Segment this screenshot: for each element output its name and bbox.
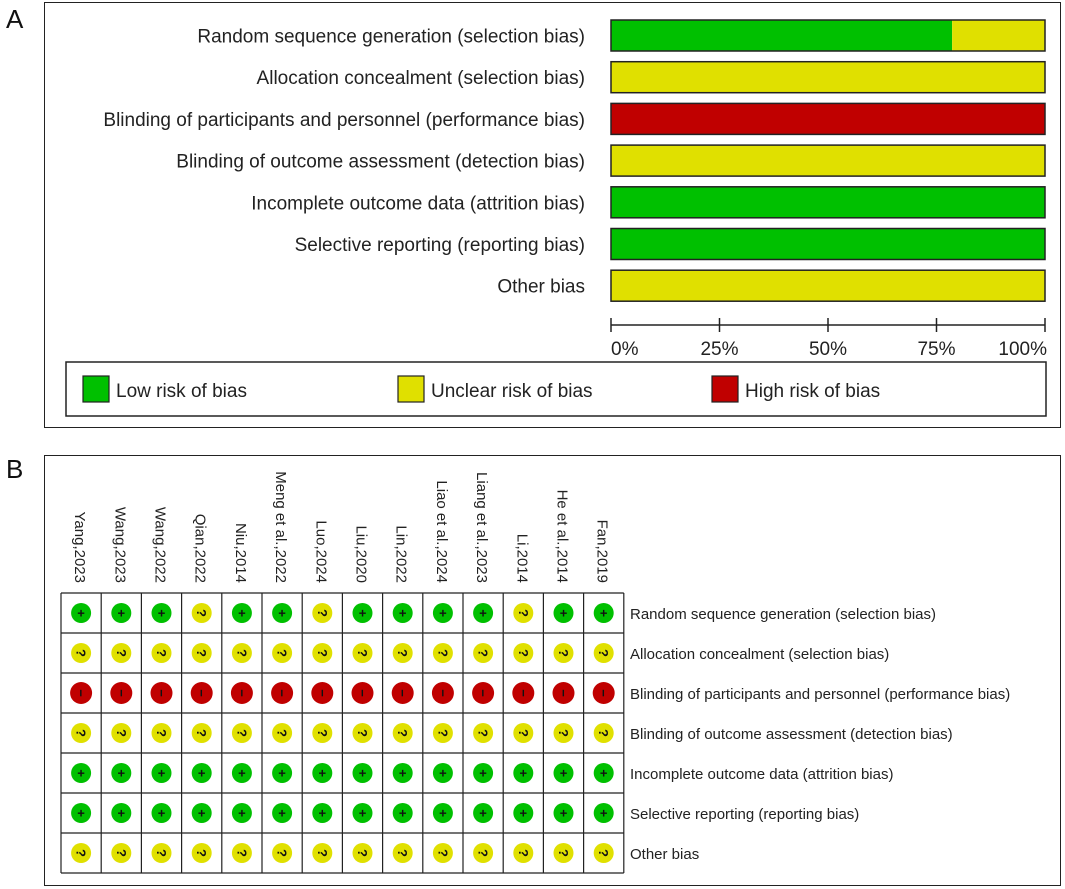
legend-swatch-high xyxy=(711,375,739,403)
risk-of-bias-summary-panel xyxy=(44,2,1061,428)
bar-segment-low xyxy=(611,186,1045,218)
legend-label-low: Low risk of bias xyxy=(116,381,247,402)
legend-label-high: High risk of bias xyxy=(745,381,880,402)
bar-segment-low xyxy=(611,20,953,51)
bar-category-label: Selective reporting (reporting bias) xyxy=(295,235,585,256)
bar-outline xyxy=(610,227,1046,261)
x-tick-label: 25% xyxy=(700,339,738,360)
x-tick-label: 0% xyxy=(611,339,639,360)
bar-segment-low xyxy=(611,228,1045,260)
bar-segment-unclear xyxy=(952,20,1045,51)
x-tick-label: 100% xyxy=(998,339,1047,360)
bar-segment-unclear xyxy=(611,145,1045,177)
bar-outline xyxy=(610,60,1046,94)
risk-of-bias-bar-chart: Random sequence generation (selection bi… xyxy=(65,19,1047,417)
bar-outline xyxy=(610,269,1046,302)
bar-outline xyxy=(610,186,1046,219)
bar-category-label: Allocation concealment (selection bias) xyxy=(257,68,585,89)
bar-category-label: Blinding of outcome assessment (detectio… xyxy=(176,152,585,173)
bar-category-label: Blinding of participants and personnel (… xyxy=(103,110,585,131)
bar-category-label: Incomplete outcome data (attrition bias) xyxy=(251,193,585,214)
legend-box xyxy=(65,361,1047,417)
bar-segment-unclear xyxy=(611,270,1045,302)
bar-category-label: Other bias xyxy=(497,277,585,298)
bar-segment-high xyxy=(611,103,1045,135)
legend-label-unclear: Unclear risk of bias xyxy=(431,381,593,402)
x-tick-label: 75% xyxy=(917,339,955,360)
x-tick-label: 50% xyxy=(809,339,847,360)
bar-outline xyxy=(610,19,1046,52)
bar-category-label: Random sequence generation (selection bi… xyxy=(197,27,585,48)
panel-a-letter: A xyxy=(6,4,24,34)
bar-outline xyxy=(610,102,1046,136)
risk-of-bias-table-panel xyxy=(44,455,1061,886)
bar-outline xyxy=(610,144,1046,177)
panel-b-letter: B xyxy=(6,454,24,484)
legend-swatch-low xyxy=(82,375,110,403)
bar-segment-unclear xyxy=(611,61,1045,93)
legend-swatch-unclear xyxy=(397,375,425,403)
